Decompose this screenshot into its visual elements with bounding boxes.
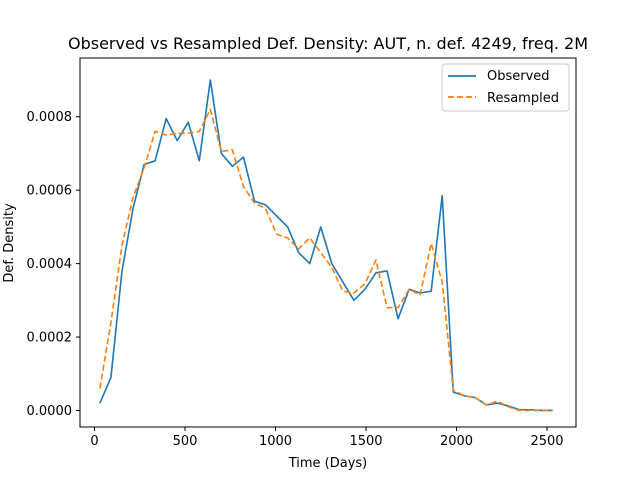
y-tick-label: 0.0004 <box>27 257 73 272</box>
x-tick-label: 2500 <box>530 434 563 449</box>
x-tick-label: 0 <box>90 434 98 449</box>
legend: Observed Resampled <box>441 63 570 112</box>
series-line-observed <box>99 79 553 412</box>
x-tick-label: 2000 <box>440 434 473 449</box>
x-tick-label: 500 <box>173 434 198 449</box>
y-tick-label: 0.0002 <box>27 331 73 346</box>
legend-label-observed: Observed <box>487 69 550 84</box>
y-tick-label: 0.0000 <box>27 404 73 419</box>
legend-label-resampled: Resampled <box>487 91 559 106</box>
x-axis-ticks: 0 500 1000 1500 2000 2500 <box>90 427 564 449</box>
series-line-resampled <box>99 108 553 412</box>
y-axis-ticks: 0.0000 0.0002 0.0004 0.0006 0.0008 <box>27 110 80 419</box>
x-tick-label: 1500 <box>349 434 382 449</box>
chart-title: Observed vs Resampled Def. Density: AUT,… <box>68 34 588 53</box>
y-tick-label: 0.0008 <box>27 110 73 125</box>
x-tick-label: 1000 <box>259 434 292 449</box>
plot-frame <box>79 57 577 428</box>
y-tick-label: 0.0006 <box>27 184 73 199</box>
x-axis-label: Time (Days) <box>288 456 368 471</box>
y-axis-label: Def. Density <box>2 203 17 283</box>
series-layer <box>99 79 553 412</box>
